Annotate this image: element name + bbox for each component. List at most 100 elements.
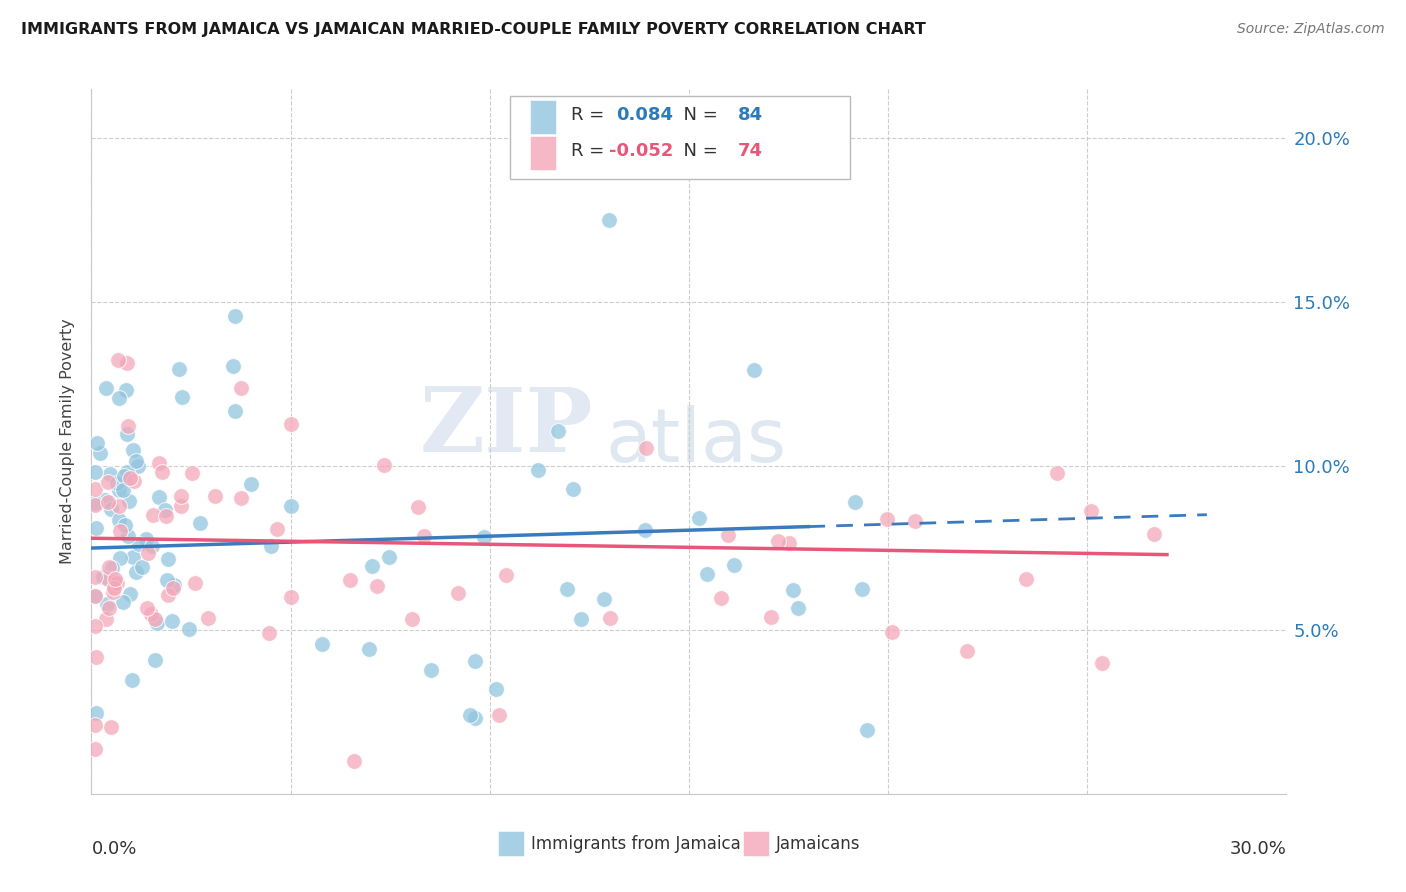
Point xyxy=(593,591,616,606)
Point xyxy=(131,559,153,574)
Point xyxy=(100,560,122,574)
Text: R =: R = xyxy=(571,142,610,160)
Point xyxy=(84,495,107,509)
Point xyxy=(128,537,150,551)
Text: IMMIGRANTS FROM JAMAICA VS JAMAICAN MARRIED-COUPLE FAMILY POVERTY CORRELATION CH: IMMIGRANTS FROM JAMAICA VS JAMAICAN MARR… xyxy=(21,22,927,37)
Point xyxy=(121,443,143,458)
Point xyxy=(280,417,302,431)
Point xyxy=(117,419,139,434)
Point xyxy=(495,567,517,582)
Point xyxy=(1091,656,1114,670)
Point xyxy=(598,213,620,227)
Point xyxy=(474,530,496,544)
Point xyxy=(723,558,745,573)
Point xyxy=(122,550,145,565)
Point xyxy=(118,494,141,508)
Point xyxy=(120,587,142,601)
Text: ZIP: ZIP xyxy=(420,384,593,471)
Point xyxy=(688,510,710,524)
Point xyxy=(488,708,510,723)
Point xyxy=(170,500,193,514)
Point xyxy=(464,653,486,667)
Point xyxy=(91,569,114,583)
Point xyxy=(856,723,879,738)
Point xyxy=(1080,504,1102,518)
Point xyxy=(156,588,179,602)
Point xyxy=(108,483,131,498)
Point xyxy=(231,380,253,394)
Point xyxy=(108,500,131,514)
Point xyxy=(634,441,657,455)
Point xyxy=(259,626,281,640)
Point xyxy=(117,427,139,442)
Point xyxy=(204,490,226,504)
Point xyxy=(169,489,191,503)
Point xyxy=(139,607,162,622)
Point xyxy=(84,570,107,584)
Point xyxy=(121,673,143,687)
Point xyxy=(127,458,149,473)
Text: N =: N = xyxy=(672,142,724,160)
Point xyxy=(717,528,740,542)
FancyBboxPatch shape xyxy=(530,136,557,169)
FancyBboxPatch shape xyxy=(530,100,557,134)
Point xyxy=(464,711,486,725)
Point xyxy=(357,641,380,656)
Point xyxy=(117,466,139,480)
Point xyxy=(84,590,107,604)
Point xyxy=(177,622,200,636)
Point xyxy=(108,550,131,565)
Point xyxy=(259,539,281,553)
Point xyxy=(401,612,423,626)
Point xyxy=(136,546,159,560)
Point xyxy=(100,501,122,516)
Point xyxy=(157,552,180,566)
Point xyxy=(145,652,167,666)
Point xyxy=(152,465,174,479)
Point xyxy=(280,499,302,513)
Point xyxy=(709,591,731,606)
Text: N =: N = xyxy=(672,106,724,124)
Point xyxy=(108,513,131,527)
Point xyxy=(366,579,388,593)
Point xyxy=(112,468,135,483)
Text: atlas: atlas xyxy=(605,405,786,478)
FancyBboxPatch shape xyxy=(742,831,769,856)
Point xyxy=(97,495,120,509)
Point xyxy=(107,391,129,405)
Point xyxy=(184,576,207,591)
Point xyxy=(84,649,107,664)
Point xyxy=(114,518,136,533)
Point xyxy=(84,589,107,603)
Point xyxy=(420,663,443,677)
Point xyxy=(142,508,165,522)
Text: Jamaicans: Jamaicans xyxy=(776,835,860,853)
Point xyxy=(527,463,550,477)
Point xyxy=(1015,573,1038,587)
Point xyxy=(162,581,184,595)
Point xyxy=(956,644,979,658)
Point xyxy=(148,491,170,505)
Text: Source: ZipAtlas.com: Source: ZipAtlas.com xyxy=(1237,22,1385,37)
Point xyxy=(97,475,120,489)
Point xyxy=(103,576,125,591)
Point xyxy=(180,467,202,481)
Point xyxy=(768,533,790,548)
Text: Immigrants from Jamaica: Immigrants from Jamaica xyxy=(531,835,741,853)
Point xyxy=(94,492,117,507)
Point xyxy=(851,582,873,597)
Point xyxy=(634,523,657,537)
Point xyxy=(117,529,139,543)
Text: 84: 84 xyxy=(738,106,763,124)
Text: -0.052: -0.052 xyxy=(609,142,673,160)
Point xyxy=(104,572,127,586)
Point xyxy=(844,494,866,508)
Point xyxy=(103,581,125,595)
Point xyxy=(599,611,621,625)
Point xyxy=(188,516,211,530)
Point xyxy=(96,598,118,612)
Point xyxy=(569,612,592,626)
Point xyxy=(280,590,302,604)
Y-axis label: Married-Couple Family Poverty: Married-Couple Family Poverty xyxy=(60,318,76,565)
Point xyxy=(135,533,157,547)
